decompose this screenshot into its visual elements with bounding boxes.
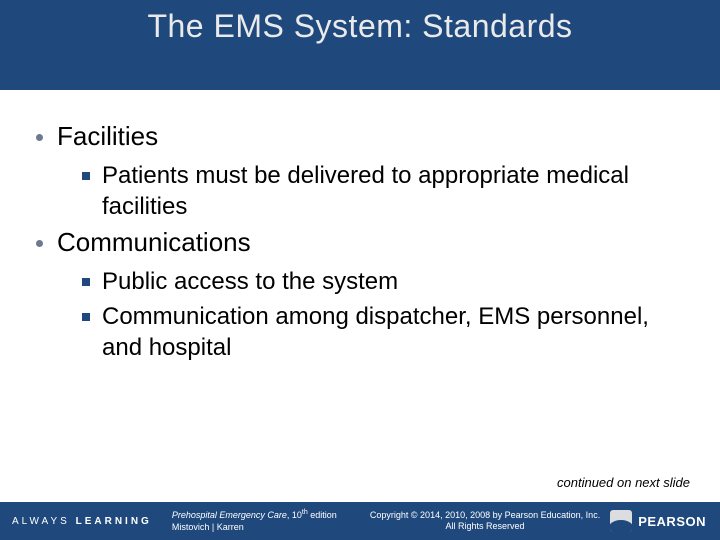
always-learning-tagline: ALWAYS LEARNING <box>12 516 152 527</box>
slide: The EMS System: Standards Facilities Pat… <box>0 0 720 540</box>
copyright-line1: Copyright © 2014, 2010, 2008 by Pearson … <box>370 510 600 521</box>
bullet-l1: Facilities <box>36 120 684 154</box>
bullet-square-icon <box>82 313 90 321</box>
bullet-l2-text: Communication among dispatcher, EMS pers… <box>102 301 684 363</box>
bullet-l2: Patients must be delivered to appropriat… <box>82 160 684 222</box>
slide-title: The EMS System: Standards <box>147 8 572 45</box>
bullet-l1-text: Facilities <box>57 120 158 154</box>
footer-bar: ALWAYS LEARNING Prehospital Emergency Ca… <box>0 502 720 540</box>
title-band: The EMS System: Standards <box>0 0 720 90</box>
continued-note: continued on next slide <box>557 475 690 490</box>
edition-tail: edition <box>308 510 337 520</box>
book-title: Prehospital Emergency Care <box>172 510 287 520</box>
bullet-l1: Communications <box>36 226 684 260</box>
slide-body: Facilities Patients must be delivered to… <box>0 90 720 540</box>
bullet-l2: Communication among dispatcher, EMS pers… <box>82 301 684 363</box>
pearson-logo: PEARSON <box>610 510 720 532</box>
bullet-dot-icon <box>36 240 43 247</box>
book-authors: Mistovich | Karren <box>172 522 337 533</box>
edition-comma: , 10 <box>287 510 302 520</box>
book-info: Prehospital Emergency Care, 10th edition… <box>172 509 337 533</box>
bullet-square-icon <box>82 172 90 180</box>
copyright-block: Copyright © 2014, 2010, 2008 by Pearson … <box>370 510 610 533</box>
bullet-l2: Public access to the system <box>82 266 684 297</box>
copyright-line2: All Rights Reserved <box>370 521 600 532</box>
always-text: ALWAYS <box>12 516 70 527</box>
bullet-l2-text: Public access to the system <box>102 266 398 297</box>
pearson-brand-text: PEARSON <box>638 514 706 529</box>
footer-left: ALWAYS LEARNING Prehospital Emergency Ca… <box>0 509 337 533</box>
bullet-dot-icon <box>36 134 43 141</box>
learning-text: LEARNING <box>76 516 152 527</box>
bullet-square-icon <box>82 278 90 286</box>
bullet-l2-text: Patients must be delivered to appropriat… <box>102 160 684 222</box>
bullet-l1-text: Communications <box>57 226 251 260</box>
book-title-line: Prehospital Emergency Care, 10th edition <box>172 509 337 521</box>
pearson-mark-icon <box>610 510 632 532</box>
